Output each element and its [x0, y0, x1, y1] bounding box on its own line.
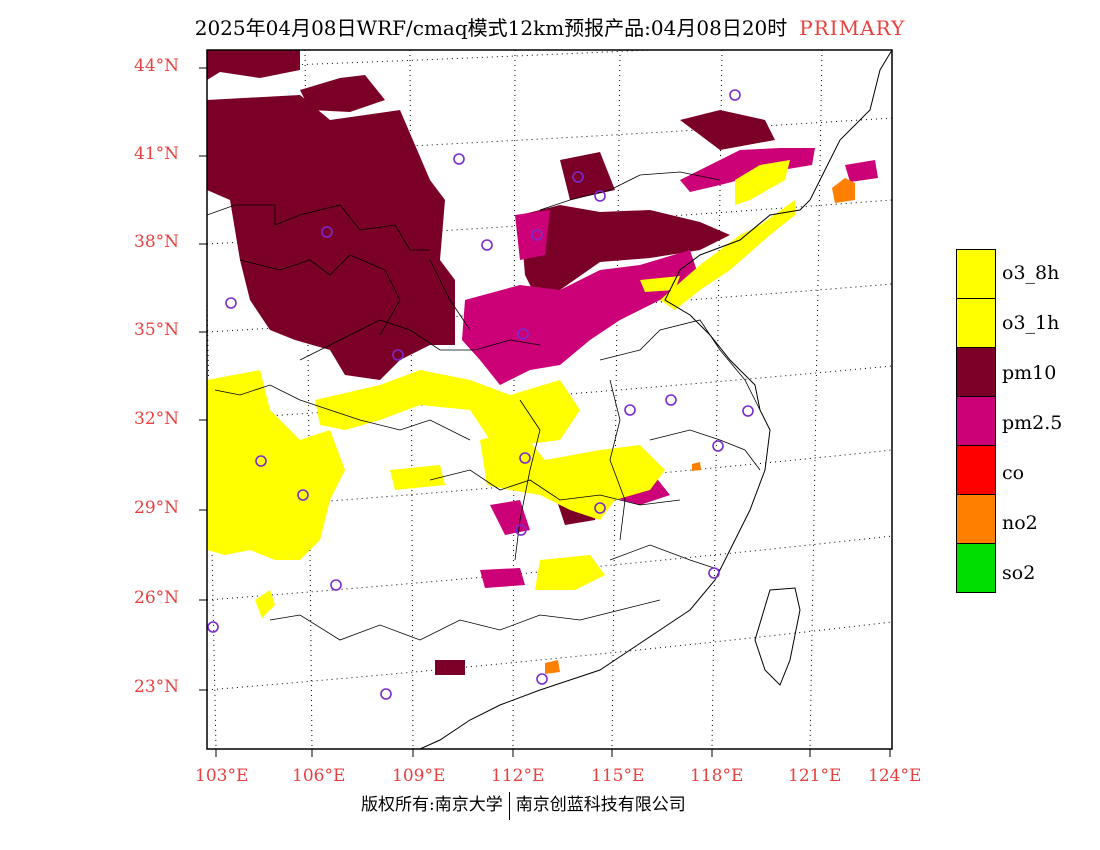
lat-label: 41°N: [134, 144, 180, 164]
legend-label: co: [1002, 462, 1025, 484]
lat-label: 35°N: [134, 320, 180, 340]
legend-swatch-so2: [956, 543, 996, 593]
legend-swatch-o38h: [956, 249, 996, 298]
map-frame: [206, 49, 893, 750]
lon-label: 124°E: [868, 766, 922, 786]
lat-label: 29°N: [134, 498, 180, 518]
lon-label: 115°E: [591, 766, 645, 786]
coastline: [419, 50, 892, 749]
legend-swatch-pm25: [956, 396, 996, 445]
map-title: 2025年04月08日WRF/cmaq模式12km预报产品:04月08日20时 P…: [0, 12, 1100, 41]
legend-label: pm10: [1002, 362, 1057, 384]
copyright-footer: 版权所有:南京大学 南京创蓝科技有限公司: [361, 790, 686, 820]
lon-label: 112°E: [491, 766, 545, 786]
legend-label: no2: [1002, 512, 1038, 534]
no2-field: [545, 178, 855, 674]
station-markers: [207, 89, 754, 700]
legend-swatch-o31h: [956, 298, 996, 347]
legend-label: o3_1h: [1002, 312, 1060, 334]
title-main: 2025年04月08日WRF/cmaq模式12km预报产品:04月08日20时: [194, 16, 788, 40]
lon-label: 103°E: [195, 766, 249, 786]
lat-label: 23°N: [134, 677, 180, 697]
legend-label: so2: [1002, 562, 1036, 584]
axis-ticks: [199, 67, 891, 757]
legend: [956, 249, 996, 593]
title-tag: PRIMARY: [799, 16, 906, 40]
lon-label: 118°E: [690, 766, 744, 786]
legend-label: o3_8h: [1002, 262, 1060, 284]
lon-label: 106°E: [292, 766, 346, 786]
legend-label: pm2.5: [1002, 412, 1063, 434]
boundaries: [207, 171, 761, 641]
pm25-field: [462, 148, 878, 588]
lon-label: 121°E: [788, 766, 842, 786]
lon-label: 109°E: [392, 766, 446, 786]
copyright-right: 南京创蓝科技有限公司: [515, 795, 686, 815]
footer-separator: [508, 791, 510, 820]
lat-label: 38°N: [134, 232, 180, 252]
legend-swatch-no2: [956, 494, 996, 543]
legend-swatch-co: [956, 445, 996, 494]
lat-label: 26°N: [134, 588, 180, 608]
legend-swatch-pm10: [956, 347, 996, 396]
lat-label: 44°N: [134, 56, 180, 76]
copyright-left: 版权所有:南京大学: [361, 795, 503, 815]
lat-label: 32°N: [134, 409, 180, 429]
